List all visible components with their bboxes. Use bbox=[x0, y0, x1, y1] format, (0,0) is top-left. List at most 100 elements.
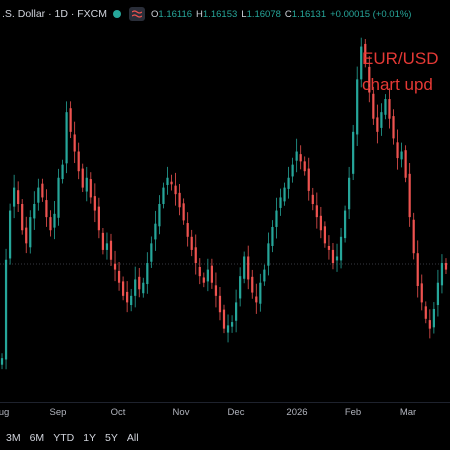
market-status-icon bbox=[113, 10, 122, 18]
candle-body bbox=[255, 296, 258, 303]
time-label: 2026 bbox=[286, 407, 308, 418]
time-axis[interactable]: ug Sep Oct Nov Dec 2026 Feb Mar bbox=[0, 402, 450, 423]
candle-body bbox=[69, 108, 72, 132]
candle-body bbox=[424, 306, 427, 319]
candle-body bbox=[299, 154, 302, 162]
symbol-title[interactable]: .S. Dollar · 1D · FXCM bbox=[2, 8, 108, 20]
candle-body bbox=[226, 325, 230, 333]
high-key: H bbox=[196, 8, 203, 20]
candle-body bbox=[117, 270, 121, 283]
candle-body bbox=[331, 249, 335, 264]
candle-body bbox=[376, 117, 379, 132]
candle-body bbox=[247, 256, 250, 280]
change-value: +0.00015 (+0.01%) bbox=[330, 8, 412, 20]
candle-body bbox=[154, 223, 157, 240]
candle-body bbox=[186, 223, 189, 237]
candle-body bbox=[53, 213, 56, 228]
candle-body bbox=[303, 161, 306, 172]
time-label: Mar bbox=[399, 407, 417, 418]
range-ytd-button[interactable]: YTD bbox=[53, 432, 75, 444]
candle-body bbox=[0, 358, 4, 365]
high-value: 1.16153 bbox=[202, 8, 238, 20]
candle-body bbox=[259, 282, 262, 304]
candles-group bbox=[0, 37, 448, 370]
time-label: Feb bbox=[344, 407, 362, 418]
candle-body bbox=[41, 183, 44, 198]
candle-body bbox=[323, 226, 327, 244]
candle-body bbox=[388, 99, 391, 119]
candle-body bbox=[93, 196, 96, 211]
candle-body bbox=[384, 99, 387, 115]
candle-body bbox=[360, 46, 363, 80]
range-6m-button[interactable]: 6M bbox=[29, 432, 45, 444]
candle-body bbox=[222, 309, 226, 329]
range-5y-button[interactable]: 5Y bbox=[105, 432, 118, 444]
candle-body bbox=[364, 43, 367, 63]
candle-body bbox=[348, 177, 351, 210]
candle-body bbox=[408, 173, 411, 218]
candle-body bbox=[307, 168, 310, 191]
candlestick-chart[interactable] bbox=[0, 28, 450, 402]
candle-body bbox=[440, 263, 444, 286]
candle-body bbox=[162, 187, 165, 204]
candle-body bbox=[436, 282, 440, 306]
candle-body bbox=[339, 236, 343, 261]
candle-body bbox=[190, 236, 193, 250]
candle-body bbox=[178, 192, 181, 208]
candle-body bbox=[283, 187, 286, 202]
candle-body bbox=[17, 190, 20, 204]
candle-body bbox=[271, 226, 274, 246]
candle-body bbox=[170, 181, 173, 185]
candle-body bbox=[319, 215, 322, 231]
candle-body bbox=[400, 151, 403, 160]
candle-body bbox=[311, 194, 314, 204]
candle-body bbox=[356, 79, 359, 135]
candle-body bbox=[275, 210, 278, 227]
candle-body bbox=[202, 277, 205, 283]
candle-body bbox=[57, 177, 60, 218]
candle-body bbox=[81, 168, 84, 188]
hide-indicators-icon[interactable] bbox=[129, 7, 146, 21]
candle-body bbox=[412, 219, 415, 254]
candle-body bbox=[77, 151, 80, 172]
candle-body bbox=[420, 283, 423, 303]
candle-body bbox=[372, 93, 375, 119]
range-toolbar: 3M 6M YTD 1Y 5Y All bbox=[0, 428, 450, 448]
candle-body bbox=[105, 243, 109, 250]
candle-body bbox=[150, 243, 153, 262]
annotation-line-1: EUR/USD bbox=[362, 49, 439, 68]
candle-body bbox=[21, 204, 24, 231]
candle-body bbox=[239, 276, 242, 299]
candle-body bbox=[121, 281, 125, 296]
candle-body bbox=[142, 282, 145, 294]
candle-body bbox=[45, 200, 48, 218]
candle-body bbox=[85, 177, 88, 192]
time-label: Dec bbox=[227, 407, 245, 418]
candle-body bbox=[444, 263, 448, 270]
symbol-legend: .S. Dollar · 1D · FXCM O1.16116 H1.16153… bbox=[0, 0, 450, 28]
candle-body bbox=[368, 66, 371, 93]
candle-body bbox=[113, 263, 117, 270]
candle-body bbox=[234, 302, 238, 321]
candle-body bbox=[89, 179, 92, 198]
candle-body bbox=[182, 203, 185, 221]
candle-body bbox=[343, 210, 347, 239]
candle-body bbox=[29, 217, 32, 248]
candle-body bbox=[432, 308, 435, 328]
candle-body bbox=[243, 256, 246, 279]
candle-body bbox=[206, 269, 209, 282]
time-label: ug bbox=[0, 407, 10, 418]
candle-body bbox=[174, 185, 177, 195]
range-all-button[interactable]: All bbox=[126, 432, 139, 444]
candle-body bbox=[138, 276, 141, 290]
candle-body bbox=[166, 177, 169, 185]
candle-body bbox=[263, 269, 266, 282]
range-3m-button[interactable]: 3M bbox=[6, 432, 21, 444]
candle-body bbox=[392, 116, 395, 139]
range-1y-button[interactable]: 1Y bbox=[83, 432, 97, 444]
candle-body bbox=[97, 206, 100, 231]
candle-body bbox=[251, 276, 254, 293]
candle-body bbox=[327, 245, 331, 250]
candle-body bbox=[109, 240, 113, 260]
candle-body bbox=[65, 112, 68, 164]
